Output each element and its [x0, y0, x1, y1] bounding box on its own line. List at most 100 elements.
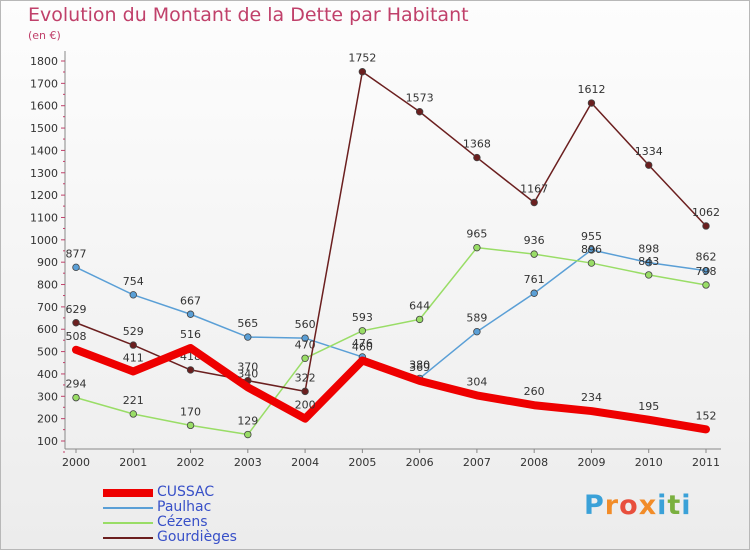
data-point-paulhac: [530, 289, 538, 297]
y-tick-label: 1800: [30, 55, 58, 68]
data-label-cussac: 304: [466, 375, 487, 388]
y-tick-label: 1500: [30, 122, 58, 135]
legend-swatch-paulhac: [103, 507, 153, 509]
y-tick-label: 700: [37, 301, 58, 314]
y-tick-label: 1600: [30, 100, 58, 113]
data-label-cussac: 411: [123, 351, 144, 364]
data-point-cezens: [415, 315, 424, 324]
data-point-paulhac: [72, 263, 80, 272]
data-label-gourdieges: 629: [66, 303, 87, 316]
logo-letter: i: [657, 490, 668, 521]
data-point-gourdieges: [358, 68, 367, 76]
y-tick-label: 800: [37, 279, 58, 292]
data-label-gourdieges: 370: [237, 361, 258, 374]
data-label-gourdieges: 322: [295, 371, 316, 384]
data-label-cezens: 221: [123, 394, 144, 407]
logo-letter: i: [681, 490, 692, 521]
data-point-paulhac: [301, 334, 309, 342]
data-label-cussac: 516: [180, 328, 201, 341]
legend-swatch-cussac: [103, 489, 153, 497]
data-point-gourdieges: [415, 108, 424, 116]
y-tick-label: 300: [37, 390, 58, 403]
data-label-gourdieges: 1062: [692, 206, 720, 219]
y-tick-label: 200: [37, 413, 58, 426]
data-label-paulhac: 380: [409, 358, 430, 371]
data-point-paulhac: [186, 310, 195, 318]
y-tick-label: 400: [37, 368, 58, 381]
data-label-paulhac: 560: [295, 318, 316, 331]
legend-label-cezens: Cézens: [157, 514, 208, 530]
data-point-gourdieges: [530, 198, 538, 207]
data-label-cussac: 260: [524, 385, 545, 398]
data-point-cezens: [473, 243, 481, 252]
data-point-gourdieges: [645, 161, 653, 169]
data-point-gourdieges: [702, 222, 710, 230]
data-point-cezens: [129, 410, 137, 418]
data-label-paulhac: 754: [123, 275, 144, 288]
x-tick-label: 2003: [234, 456, 262, 469]
logo-letter: x: [638, 490, 658, 521]
y-tick-label: 1700: [30, 77, 58, 90]
logo-letter: t: [667, 490, 682, 521]
data-label-gourdieges: 1752: [348, 52, 376, 65]
y-tick-label: 100: [37, 435, 58, 448]
data-label-cezens: 843: [638, 255, 659, 268]
y-tick-label: 600: [37, 323, 58, 336]
data-point-paulhac: [129, 291, 137, 299]
legend-label-paulhac: Paulhac: [157, 499, 212, 515]
data-label-cezens: 965: [466, 228, 487, 241]
data-label-cussac: 340: [237, 367, 258, 380]
data-point-gourdieges: [72, 319, 80, 327]
data-label-cussac: 460: [352, 341, 373, 354]
x-tick-label: 2008: [520, 456, 548, 469]
proxiti-logo: Proxiti: [584, 490, 692, 521]
data-point-gourdieges: [587, 99, 596, 107]
x-tick-label: 2002: [177, 456, 205, 469]
data-point-cezens: [72, 393, 80, 402]
x-tick-label: 2004: [291, 456, 319, 469]
data-label-cussac: 195: [638, 400, 659, 413]
data-label-cussac: 369: [409, 361, 430, 374]
logo-letter: r: [604, 490, 620, 521]
data-label-paulhac: 955: [581, 230, 602, 243]
data-point-gourdieges: [301, 387, 309, 396]
data-label-gourdieges: 1573: [406, 92, 434, 105]
x-tick-label: 2001: [119, 456, 147, 469]
data-label-cezens: 129: [237, 415, 258, 428]
data-label-cussac: 152: [696, 409, 717, 422]
data-label-cezens: 470: [295, 338, 316, 351]
data-label-cezens: 936: [524, 234, 545, 247]
data-label-cezens: 896: [581, 243, 602, 256]
data-point-cezens: [301, 354, 309, 362]
data-label-paulhac: 667: [180, 294, 201, 307]
data-point-cezens: [244, 430, 252, 439]
data-point-cezens: [358, 327, 367, 335]
data-label-cezens: 798: [696, 265, 717, 278]
logo-letter: o: [619, 490, 639, 521]
series-line-cezens: [75, 246, 707, 436]
legend-label-gourdieges: Gourdièges: [157, 529, 237, 545]
data-point-paulhac: [244, 333, 252, 341]
x-tick-label: 2006: [406, 456, 434, 469]
x-tick-label: 2007: [463, 456, 491, 469]
data-label-paulhac: 898: [638, 243, 659, 256]
data-label-gourdieges: 1368: [463, 138, 491, 151]
series-line-gourdieges: [75, 70, 707, 393]
data-point-gourdieges: [473, 153, 481, 162]
data-point-cezens: [702, 281, 710, 289]
data-label-paulhac: 476: [352, 337, 373, 350]
data-label-paulhac: 877: [66, 247, 87, 260]
data-label-paulhac: 862: [696, 251, 717, 264]
x-tick-label: 2000: [62, 456, 90, 469]
x-tick-label: 2005: [348, 456, 376, 469]
data-point-cezens: [645, 271, 653, 279]
data-label-cezens: 294: [66, 378, 87, 391]
data-label-cussac: 508: [66, 330, 87, 343]
legend-swatch-gourdieges: [103, 537, 153, 539]
legend-swatch-cezens: [103, 522, 153, 524]
logo-letter: P: [584, 490, 605, 521]
data-point-paulhac: [587, 246, 596, 254]
y-tick-label: 900: [37, 256, 58, 269]
series-line-cussac: [72, 344, 710, 434]
